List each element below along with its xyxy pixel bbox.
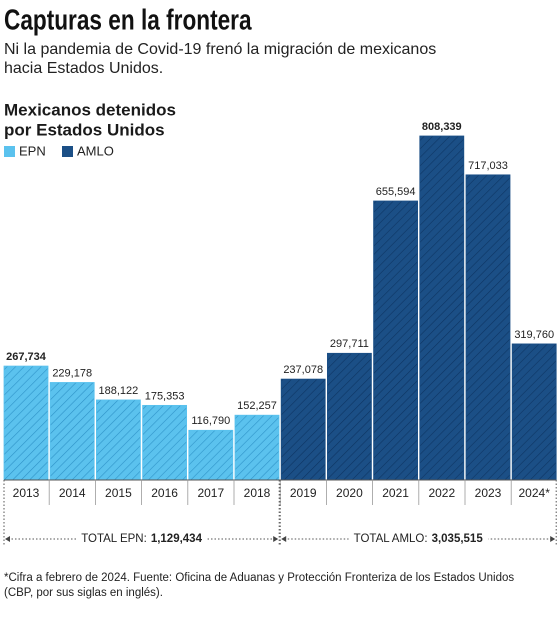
legend-label: EPN [19, 143, 46, 158]
legend-swatch [4, 146, 15, 157]
bar [188, 429, 234, 481]
data-label: 188,122 [99, 385, 139, 397]
total-bg [348, 532, 489, 547]
chart-subtitle: por Estados Unidos [4, 120, 165, 139]
x-tick-label: 2022 [428, 486, 455, 500]
x-tick-label: 2021 [382, 486, 409, 500]
data-label: 152,257 [237, 400, 277, 412]
data-label: 175,353 [145, 390, 185, 402]
total-bg [76, 532, 208, 547]
x-tick-label: 2017 [197, 486, 224, 500]
data-label: 717,033 [468, 160, 508, 172]
data-label: 297,711 [330, 338, 369, 350]
footnote: (CBP, por sus siglas en inglés). [4, 587, 163, 599]
total-name: TOTAL AMLO: [354, 533, 428, 545]
legend-swatch [62, 146, 73, 157]
x-tick-label: 2023 [475, 486, 502, 500]
bar [49, 382, 95, 481]
x-tick-label: 2015 [105, 486, 132, 500]
bar [234, 414, 280, 481]
bar [280, 378, 326, 481]
subtitle: Ni la pandemia de Covid-19 frenó la migr… [4, 41, 436, 58]
x-tick-label: 2024* [519, 486, 551, 500]
data-label: 267,734 [6, 351, 47, 363]
total-value: 3,035,515 [432, 533, 484, 545]
data-label: 237,078 [283, 364, 323, 376]
data-label: 116,790 [191, 415, 230, 427]
x-tick-label: 2019 [290, 486, 317, 500]
subtitle: hacia Estados Unidos. [4, 60, 163, 77]
x-tick-label: 2016 [151, 486, 178, 500]
bar [3, 365, 49, 481]
data-label: 319,760 [514, 329, 554, 341]
bar [465, 174, 511, 481]
bar [373, 200, 419, 481]
data-label: 655,594 [376, 186, 416, 198]
total-value: 1,129,434 [151, 533, 203, 545]
bar [142, 404, 188, 481]
x-tick-label: 2014 [59, 486, 86, 500]
total-name: TOTAL EPN: [81, 533, 147, 545]
data-label: 808,339 [422, 121, 462, 133]
chart-subtitle: Mexicanos detenidos [4, 100, 176, 119]
chart-title: Capturas en la frontera [4, 3, 252, 36]
x-tick-label: 2018 [244, 486, 271, 500]
bar [419, 135, 465, 481]
bar [96, 399, 141, 481]
x-tick-label: 2013 [13, 486, 40, 500]
footnote: *Cifra a febrero de 2024. Fuente: Oficin… [4, 572, 514, 584]
x-tick-label: 2020 [336, 486, 363, 500]
legend-label: AMLO [77, 143, 114, 158]
data-label: 229,178 [52, 367, 92, 379]
bar [326, 352, 372, 481]
total-label: TOTAL EPN: 1,129,434 [81, 533, 202, 545]
bar [511, 343, 557, 481]
total-label: TOTAL AMLO: 3,035,515 [354, 533, 484, 545]
